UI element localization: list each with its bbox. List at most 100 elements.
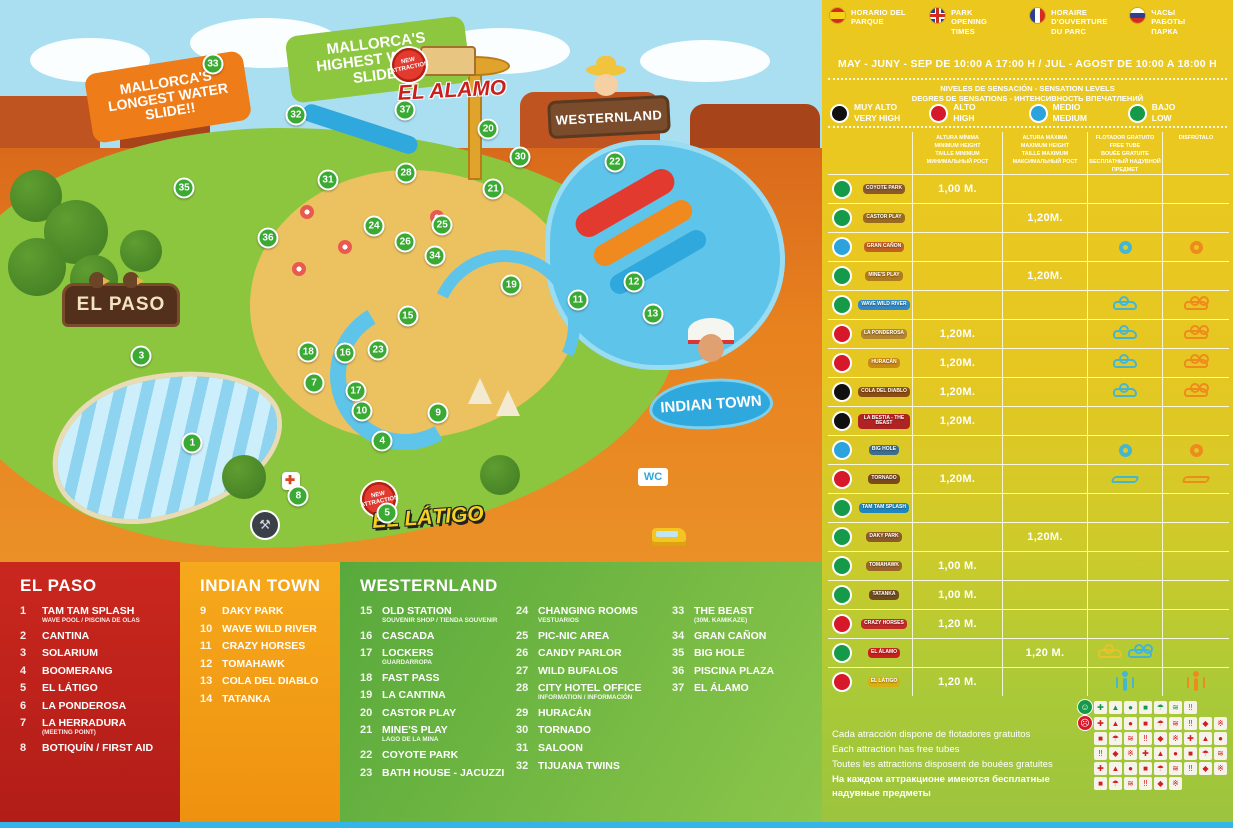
legend-item-15: 15 OLD STATION SOUVENIR SHOP / TIENDA SOUV… [360, 605, 498, 625]
opening-hours: MAY - JUNY - SEP DE 10:00 A 17:00 H / JU… [837, 58, 1218, 70]
sensation-level: ALTO HIGH [931, 102, 1030, 124]
min-height-value: 1,00 M. [938, 560, 977, 572]
forbidden-pictogram: ※ [1214, 716, 1227, 730]
map-marker-9: 9 [427, 402, 449, 423]
legend-item-16: 16 CASCADA [360, 629, 435, 642]
map-marker-36: 36 [257, 227, 279, 249]
forbidden-pictogram: ≋ [1169, 762, 1182, 775]
legend-panel-westernland: WESTERNLAND 15 OLD STATION SOUVENIR SHOP / … [340, 562, 822, 822]
attraction-logo: COLA DEL DIABLO [858, 387, 910, 397]
legend-item-32: 32 TIJUANA TWINS [516, 759, 620, 772]
legend-item-8: 8 BOTIQUÍN / FIRST AID [20, 741, 154, 754]
col-header-max: ALTURA MÁXIMA MAXIMUM HEIGHT TAILLE MAXIMU… [1002, 132, 1087, 175]
legend-item-34: 34 GRAN CAÑON [672, 629, 767, 642]
forbidden-pictogram: ※ [1124, 747, 1137, 760]
map-marker-22: 22 [604, 151, 626, 173]
tree [480, 455, 520, 495]
attraction-logo: TOMAHAWK [866, 561, 902, 571]
attraction-logo: MINE'S PLAY [865, 271, 903, 281]
legend-item-2: 2 CANTINA [20, 629, 90, 642]
attraction-logo: CRAZY HORSES [861, 619, 907, 629]
attraction-logo: TORNADO [868, 474, 900, 484]
sensation-levels: MUY ALTO VERY HIGH ALTO HIGH MEDIO MEDIUM BAJO… [832, 102, 1229, 124]
forbidden-pictogram: ■ [1139, 716, 1152, 730]
legend-item-1: 1 TAM TAM SPLASH WAVE POOL / PISCINA DE OL… [20, 605, 140, 625]
map-marker-21: 21 [482, 178, 504, 200]
forbidden-pictogram: ◆ [1199, 762, 1212, 775]
note-line: Toutes les attractions disposent de boué… [832, 758, 1053, 770]
forbidden-pictogram: ☂ [1154, 716, 1167, 730]
sensation-dot-low [834, 645, 850, 661]
map-marker-17: 17 [345, 380, 367, 402]
attraction-row: HURACÁN 1,20M. [828, 348, 1229, 377]
forbidden-pictogram: ☂ [1109, 732, 1122, 745]
map-marker-16: 16 [334, 342, 356, 364]
sensation-dot-low [834, 181, 850, 197]
min-height-value: 1,00 M. [938, 589, 977, 601]
map-marker-33: 33 [202, 53, 224, 74]
forbidden-pictogram: ‼ [1184, 762, 1197, 775]
legend-item-26: 26 CANDY PARLOR [516, 647, 622, 660]
sensation-dot-high [834, 471, 850, 487]
forbidden-pictogram: ※ [1214, 762, 1227, 775]
map-marker-1: 1 [181, 432, 203, 454]
sensation-dot-medium [834, 442, 850, 458]
attraction-row: TAM TAM SPLASH [828, 493, 1229, 522]
el-paso-map-sign: EL PASO [62, 272, 180, 327]
divider [828, 78, 1227, 80]
legend-item-20: 20 CASTOR PLAY [360, 706, 457, 719]
sensation-dot-high [834, 326, 850, 342]
min-height-value: 1,00 M. [938, 183, 977, 195]
legend-item-21: 21 MINE'S PLAY LAGO DE LA MINA [360, 724, 448, 744]
legend-panel-el-paso: EL PASO 1 TAM TAM SPLASH WAVE POOL / PISCIN… [0, 562, 180, 822]
flag-ru-icon [1130, 8, 1146, 23]
allowed-pictogram: ▲ [1109, 700, 1122, 714]
max-height-value: 1,20M. [1027, 270, 1063, 282]
person-icon [1114, 671, 1136, 693]
tree [120, 230, 162, 272]
map-marker-3: 3 [130, 345, 152, 367]
person-icon [1185, 671, 1207, 693]
attraction-logo: GRAN CAÑON [863, 242, 905, 252]
min-height-value: 1,20M. [939, 386, 976, 398]
attraction-logo: BIG HOLE [868, 445, 900, 455]
parasol [292, 262, 306, 276]
sensation-dot-low [834, 210, 850, 226]
flag-fr-icon [1030, 8, 1046, 23]
forbidden-pictogram: ☂ [1109, 777, 1122, 790]
wc-icon: WC [638, 468, 668, 486]
legend-item-29: 29 HURACÁN [516, 706, 592, 719]
sensation-levels-title: NIVELES DE SENSACIÓN - SENSATION LEVELS … [911, 84, 1144, 104]
map-marker-31: 31 [317, 169, 339, 191]
sensation-dot-high [834, 616, 850, 632]
legend-item-28: 28 CITY HOTEL OFFICE INFORMATION / INFORMA… [516, 682, 642, 702]
forbidden-pictogram: ■ [1184, 747, 1197, 760]
attraction-row: WAVE WILD RIVER [828, 290, 1229, 319]
sensation-dot-low [834, 297, 850, 313]
legend-item-13: 13 COLA DEL DIABLO [200, 675, 319, 688]
sensation-dot-medium [834, 239, 850, 255]
legend-title: EL PASO [20, 576, 97, 595]
flag-es-icon [830, 8, 845, 23]
forbidden-pictogram: ▲ [1154, 747, 1167, 760]
map-marker-28: 28 [395, 162, 417, 184]
forbidden-pictogram: ✚ [1184, 732, 1197, 745]
ring-icon [1118, 240, 1132, 254]
attraction-row: LA BESTIA - THE BEAST 1,20M. [828, 406, 1229, 435]
attraction-row: COYOTE PARK 1,00 M. [828, 174, 1229, 203]
forbidden-pictogram: ✚ [1139, 747, 1152, 760]
max-height-value: 1,20M. [1027, 531, 1063, 543]
forbidden-pictogram: ■ [1139, 762, 1152, 775]
opening-times-languages: HORARIO DEL PARQUE PARK OPENING TIMES HORAIRE… [830, 8, 1225, 36]
attraction-logo: CASTOR PLAY [863, 213, 905, 223]
rules-pictograms: ☺ ✚ ▲ ● ■ ☂ ≋ ‼ ☹ ✚ ▲ ● ■ ☂ ≋ ‼ ◆ ※ ■ ☂ ≋ ‼ ◆ ※ ✚ ▲ ● ‼ ◆ ※ ✚ ▲ ● ■ ☂ ≋ ✚ ▲ ● ■… [1078, 700, 1227, 790]
forbidden-pictogram: ✚ [1094, 716, 1107, 730]
col-header-min: ALTURA MÍNIMA MINIMUM HEIGHT TAILLE MINIMU… [912, 132, 1002, 175]
forbidden-pictogram: ● [1124, 762, 1137, 775]
min-height-value: 1,20M. [939, 328, 976, 340]
forbidden-pictogram: ▲ [1199, 732, 1212, 745]
legend-item-10: 10 WAVE WILD RIVER [200, 622, 317, 635]
legend-item-5: 5 EL LÁTIGO [20, 682, 98, 695]
legend-item-27: 27 WILD BUFALOS [516, 664, 618, 677]
attraction-logo: EL ÁLAMO [867, 648, 901, 658]
